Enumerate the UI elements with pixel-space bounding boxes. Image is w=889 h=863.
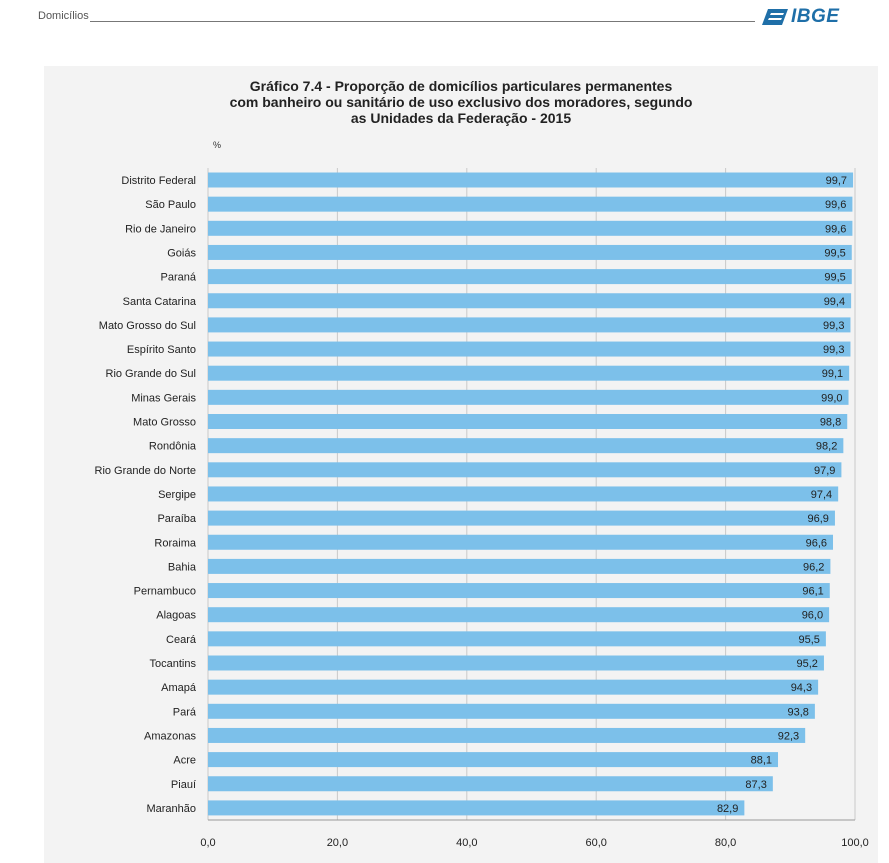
x-tick-label-1: 20,0	[327, 837, 348, 849]
category-label-4: Paraná	[161, 272, 197, 284]
category-label-26: Maranhão	[146, 803, 196, 815]
bar-value-label-7: 99,3	[823, 344, 844, 356]
bar-value-label-25: 87,3	[745, 779, 766, 791]
bar-1	[208, 196, 853, 212]
category-label-1: São Paulo	[145, 199, 196, 211]
category-label-25: Piauí	[171, 779, 196, 791]
bar-6	[208, 317, 851, 333]
category-label-5: Santa Catarina	[123, 296, 197, 308]
bar-value-label-21: 94,3	[791, 682, 812, 694]
category-label-11: Rondônia	[149, 441, 197, 453]
bar-value-label-8: 99,1	[822, 368, 843, 380]
header-rule	[90, 21, 755, 22]
bar-19	[208, 631, 826, 647]
bar-26	[208, 800, 745, 816]
bar-value-label-16: 96,2	[803, 561, 824, 573]
bar-24	[208, 752, 779, 768]
ibge-logo: IBGE	[762, 6, 839, 28]
category-label-24: Acre	[173, 755, 196, 767]
category-label-0: Distrito Federal	[121, 175, 196, 187]
bar-21	[208, 679, 819, 695]
bar-value-label-17: 96,1	[802, 586, 823, 598]
category-label-17: Pernambuco	[134, 586, 196, 598]
x-tick-label-4: 80,0	[715, 837, 736, 849]
bar-value-label-13: 97,4	[811, 489, 832, 501]
bar-value-label-23: 92,3	[778, 730, 799, 742]
bar-23	[208, 727, 806, 743]
bar-value-label-19: 95,5	[798, 634, 819, 646]
category-label-16: Bahia	[168, 561, 197, 573]
bar-10	[208, 414, 848, 429]
chart-title-line-1: Gráfico 7.4 - Proporção de domicílios pa…	[249, 78, 673, 94]
bar-13	[208, 486, 839, 502]
bar-15	[208, 534, 834, 550]
unit-label: %	[213, 140, 222, 150]
category-label-13: Sergipe	[158, 489, 196, 501]
bar-11	[208, 438, 844, 454]
ibge-logo-icon	[762, 9, 788, 25]
bar-22	[208, 703, 815, 719]
x-tick-label-5: 100,0	[841, 837, 869, 849]
bar-12	[208, 462, 842, 478]
category-label-7: Espírito Santo	[127, 344, 196, 356]
category-label-19: Ceará	[166, 634, 197, 646]
chart-title-line-3: as Unidades da Federação - 2015	[350, 110, 572, 126]
category-label-22: Pará	[173, 706, 197, 718]
bar-value-label-0: 99,7	[826, 175, 847, 187]
bar-18	[208, 607, 830, 623]
bar-value-label-14: 96,9	[808, 513, 829, 525]
chart-title: Gráfico 7.4 - Proporção de domicílios pa…	[44, 78, 878, 126]
bar-2	[208, 220, 853, 236]
bar-8	[208, 365, 850, 381]
bar-3	[208, 244, 852, 260]
bar-value-label-26: 82,9	[717, 803, 738, 815]
bar-value-label-24: 88,1	[751, 755, 772, 767]
bar-value-label-6: 99,3	[823, 320, 844, 332]
category-label-2: Rio de Janeiro	[125, 223, 196, 235]
bar-value-label-12: 97,9	[814, 465, 835, 477]
bar-value-label-22: 93,8	[787, 706, 808, 718]
category-label-10: Mato Grosso	[133, 417, 196, 429]
category-label-21: Amapá	[161, 682, 197, 694]
category-label-9: Minas Gerais	[131, 392, 196, 404]
bar-14	[208, 510, 835, 526]
ibge-logo-text: IBGE	[791, 6, 840, 27]
bar-20	[208, 655, 824, 671]
bar-value-label-1: 99,6	[825, 199, 846, 211]
bar-5	[208, 293, 852, 309]
section-header: Domicílios	[38, 10, 89, 22]
category-label-12: Rio Grande do Norte	[95, 465, 197, 477]
category-label-8: Rio Grande do Sul	[106, 368, 197, 380]
category-label-15: Roraima	[154, 537, 196, 549]
bar-16	[208, 558, 831, 574]
bar-0	[208, 172, 854, 188]
bar-4	[208, 269, 852, 285]
bar-value-label-10: 98,8	[820, 417, 841, 429]
category-label-20: Tocantins	[150, 658, 197, 670]
x-tick-label-3: 60,0	[585, 837, 606, 849]
bar-value-label-2: 99,6	[825, 223, 846, 235]
bar-value-label-20: 95,2	[797, 658, 818, 670]
bar-value-label-5: 99,4	[824, 296, 845, 308]
bar-value-label-15: 96,6	[806, 537, 827, 549]
bar-17	[208, 583, 830, 599]
bar-9	[208, 389, 849, 405]
category-label-18: Alagoas	[156, 610, 196, 622]
bar-25	[208, 776, 773, 792]
bar-value-label-3: 99,5	[824, 247, 845, 259]
bar-7	[208, 341, 851, 357]
bar-value-label-4: 99,5	[824, 272, 845, 284]
category-label-14: Paraíba	[157, 513, 196, 525]
bar-value-label-9: 99,0	[821, 392, 842, 404]
x-tick-label-0: 0,0	[200, 837, 215, 849]
category-label-6: Mato Grosso do Sul	[99, 320, 196, 332]
category-label-3: Goiás	[167, 247, 196, 259]
category-label-23: Amazonas	[144, 730, 196, 742]
x-tick-label-2: 40,0	[456, 837, 477, 849]
bar-value-label-18: 96,0	[802, 610, 823, 622]
bar-value-label-11: 98,2	[816, 441, 837, 453]
chart-title-line-2: com banheiro ou sanitário de uso exclusi…	[229, 94, 693, 110]
